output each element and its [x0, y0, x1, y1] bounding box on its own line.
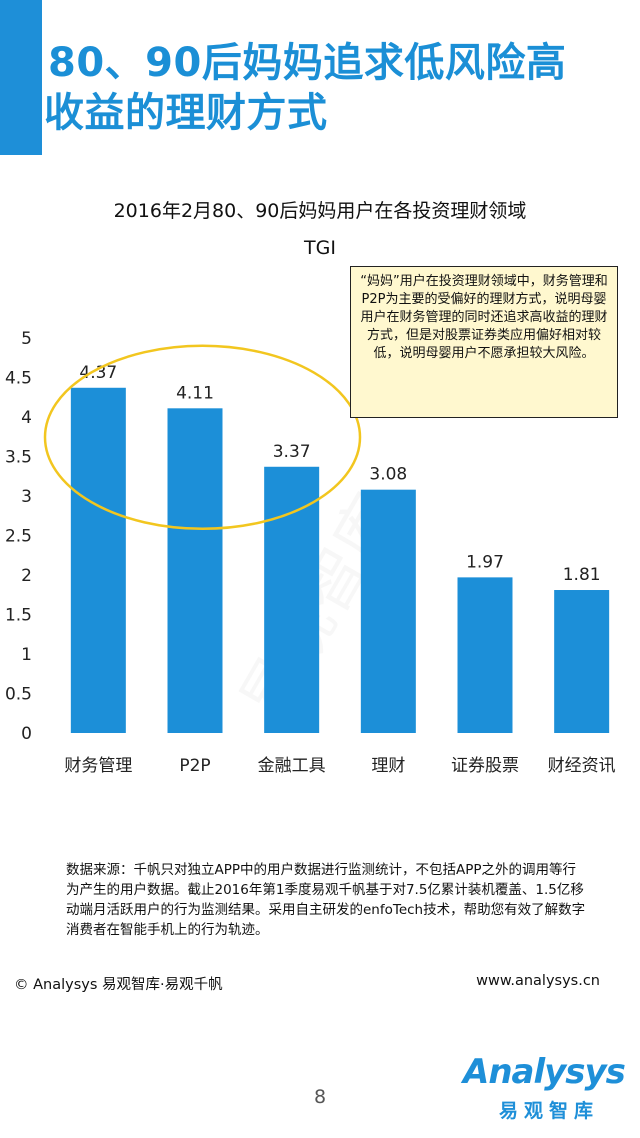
y-tick-label: 1 [21, 645, 32, 665]
category-label: 证券股票 [451, 756, 519, 776]
y-tick-label: 3 [21, 487, 32, 507]
logo-chinese: 易观智库 [499, 1100, 600, 1122]
category-label: 财经资讯 [548, 756, 616, 776]
page-title: 80、90后妈妈追求低风险高 收益的理财方式 [44, 38, 628, 138]
y-tick-label: 2.5 [5, 527, 32, 547]
y-tick-label: 2 [21, 566, 32, 586]
page-title-line2: 收益的理财方式 [44, 90, 328, 136]
y-tick-label: 5 [21, 329, 32, 349]
website-link[interactable]: www.analysys.cn [476, 973, 600, 989]
bar-chart: 0 0.5 1 1.5 2 2.5 3 3.5 4 4.5 5 4.37 财务管理 4.11 P2P 3.37… [5, 329, 616, 776]
y-tick-label: 4.5 [5, 369, 32, 389]
y-tick-label: 0 [21, 724, 32, 744]
bar-3 [264, 466, 320, 733]
bar-5 [457, 577, 513, 733]
category-label: 财务管理 [64, 756, 132, 776]
chart-title-line1: 2016年2月80、90后妈妈用户在各投资理财领域 [113, 200, 527, 222]
bar-2 [167, 408, 223, 733]
y-tick-label: 3.5 [5, 448, 32, 468]
data-source-note: 数据来源：千帆只对独立APP中的用户数据进行监测统计，不包括APP之外的调用等行… [66, 862, 586, 938]
y-tick-label: 1.5 [5, 606, 32, 626]
y-tick-label: 4 [21, 408, 32, 428]
value-label: 1.97 [466, 552, 504, 572]
category-label: 金融工具 [258, 756, 326, 776]
copyright-text: © Analysys 易观智库·易观千帆 [14, 977, 223, 993]
callout-box: “妈妈”用户在投资理财领域中，财务管理和P2P为主要的受偏好的理财方式，说明母婴… [350, 266, 618, 418]
y-tick-label: 0.5 [5, 685, 32, 705]
value-label: 1.81 [563, 565, 601, 585]
category-label: P2P [179, 756, 210, 776]
bar-1 [70, 387, 126, 733]
chart-title-line2: TGI [304, 237, 336, 259]
title-accent-bar [0, 0, 42, 155]
page-title-line1: 80、90后妈妈追求低风险高 [48, 40, 567, 86]
page-number: 8 [313, 1086, 327, 1108]
value-label: 3.37 [273, 442, 311, 462]
bar-6 [554, 590, 610, 733]
value-label: 4.11 [176, 383, 214, 403]
value-label: 4.37 [79, 363, 117, 383]
highlight-ellipse [43, 344, 362, 531]
analysys-logo: Analysys 易观智库 [455, 1052, 635, 1132]
category-label: 理财 [371, 756, 405, 776]
bar-4 [360, 489, 416, 733]
value-label: 3.08 [369, 465, 407, 485]
logo-wordmark: Analysys [463, 1052, 626, 1092]
